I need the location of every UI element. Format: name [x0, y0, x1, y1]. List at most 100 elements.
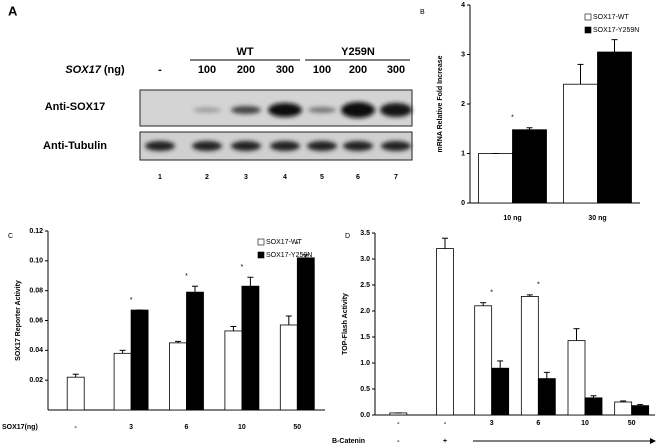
- bar: [224, 330, 243, 411]
- x-tick-label: 3: [129, 424, 133, 431]
- bar: [169, 342, 187, 411]
- legend-swatch: [584, 13, 592, 21]
- y-tick-label: 4: [461, 2, 465, 9]
- error-bar: [637, 404, 644, 406]
- lane-number: 1: [158, 174, 162, 181]
- dose: 200: [349, 64, 367, 76]
- bar: [478, 153, 513, 204]
- bar: [491, 367, 510, 416]
- y-tick-label: 0.10: [29, 258, 43, 265]
- y-tick-label: 3: [461, 51, 465, 58]
- dose: 300: [387, 64, 405, 76]
- dose-unit: (ng): [104, 64, 125, 76]
- error-bar: [175, 340, 181, 343]
- error-bar: [302, 254, 309, 258]
- y-tick-label: 2.0: [360, 308, 370, 315]
- error-bar: [577, 63, 584, 85]
- error-bar: [285, 315, 292, 325]
- y-tick-label: 0.08: [29, 288, 43, 295]
- y-tick-label: 3.0: [360, 256, 370, 263]
- error-bar: [480, 302, 487, 306]
- error-bar: [573, 328, 580, 341]
- row-label: Anti-SOX17: [45, 101, 106, 113]
- group-name: WT: [236, 46, 253, 58]
- significance-star: *: [130, 297, 133, 304]
- dose: 200: [237, 64, 255, 76]
- dose: 100: [313, 64, 331, 76]
- y-tick-label: 2: [461, 101, 465, 108]
- x-tick-label: 30 ng: [588, 215, 606, 222]
- significance-star: *: [241, 264, 244, 271]
- significance-star: *: [296, 242, 299, 249]
- lane-number: 7: [394, 174, 398, 181]
- lane-number: 5: [320, 174, 324, 181]
- panel-label: A: [8, 3, 18, 18]
- error-bar: [526, 127, 533, 130]
- x-tick-label: 10: [238, 424, 246, 431]
- y-axis-label: SOX17 Reporter Activity: [15, 280, 22, 361]
- x-tick-label: 10 ng: [503, 215, 521, 222]
- bar: [631, 405, 650, 416]
- bar: [436, 248, 454, 416]
- legend-swatch: [257, 251, 265, 259]
- error-bar: [497, 360, 504, 369]
- bar: [186, 291, 204, 411]
- lane-number: 2: [205, 174, 209, 181]
- row-label: Anti-Tubulin: [43, 140, 107, 152]
- error-bar: [72, 373, 79, 378]
- panel-label: B: [420, 9, 425, 16]
- bar: [279, 324, 298, 411]
- x-tick-label: 6: [536, 420, 540, 427]
- y-tick-label: 0: [461, 200, 465, 207]
- error-bar: [611, 39, 618, 53]
- panel-label: C: [8, 233, 13, 240]
- x-tick-label: 50: [293, 424, 301, 431]
- error-bar: [442, 237, 448, 249]
- y-tick-label: 0.04: [29, 347, 43, 354]
- x-tick-label: 3: [490, 420, 494, 427]
- blot-panel: A SOX17 (ng) - WT Y259N 100 200 300 100 …: [8, 3, 413, 161]
- legend-swatch: [584, 26, 592, 34]
- y-axis-label: mRNA Relative Fold Increase: [437, 55, 444, 152]
- legend-label: SOX17-Y259N: [266, 252, 312, 259]
- legend-label: SOX17-WT: [593, 14, 630, 21]
- panel-label: D: [345, 233, 350, 240]
- y-tick-label: 0.5: [360, 386, 370, 393]
- y-tick-label: 1.5: [360, 334, 370, 341]
- row-label: B-Catenin: [332, 438, 365, 445]
- y-axis-label: TOP-Flash Activity: [342, 293, 349, 355]
- error-bar: [247, 276, 254, 287]
- significance-star: *: [490, 290, 493, 297]
- dose: 100: [198, 64, 216, 76]
- bar: [512, 129, 547, 204]
- error-bar: [620, 400, 627, 402]
- x-axis-label: SOX17(ng): [2, 424, 38, 431]
- dose-label: SOX17 (ng): [65, 64, 125, 76]
- significance-star: *: [511, 115, 514, 122]
- bar: [584, 397, 603, 416]
- bar: [563, 83, 598, 204]
- y-tick-label: 0.12: [29, 228, 43, 235]
- y-tick-label: 0.02: [29, 377, 43, 384]
- bar: [597, 51, 632, 204]
- bar: [296, 257, 315, 411]
- bar: [474, 305, 493, 416]
- legend-swatch: [257, 238, 265, 246]
- error-bar: [230, 325, 237, 331]
- significance-star: *: [537, 282, 540, 289]
- bar: [520, 296, 539, 416]
- error-bar: [543, 371, 550, 379]
- bar: [130, 309, 149, 411]
- error-bar: [526, 294, 533, 297]
- bar: [66, 376, 85, 411]
- x-tick-label: -: [444, 420, 447, 427]
- dose-gene: SOX17: [65, 64, 101, 76]
- bar: [241, 285, 260, 411]
- y-tick-label: 3.5: [360, 230, 370, 237]
- y-tick-label: 1.0: [360, 360, 370, 367]
- significance-star: *: [185, 273, 188, 280]
- error-bar: [590, 395, 597, 398]
- bands: [145, 102, 412, 151]
- y-tick-label: 1: [461, 150, 465, 157]
- x-tick-label: 50: [628, 420, 636, 427]
